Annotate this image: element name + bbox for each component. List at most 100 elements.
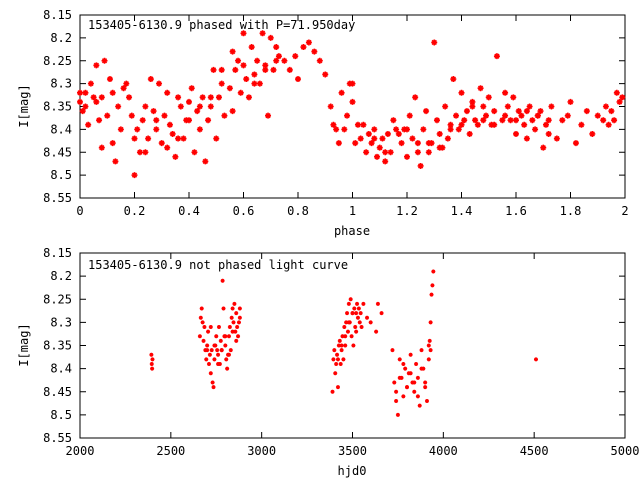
- unphased-data-point: [340, 334, 345, 339]
- unphased-y-tick-label: 8.3: [50, 315, 72, 329]
- unphased-data-point: [220, 278, 225, 283]
- phased-data-point: [406, 112, 413, 119]
- phased-data-point: [156, 80, 163, 87]
- phased-data-point: [513, 117, 519, 124]
- phased-data-point: [493, 53, 500, 60]
- phased-data-point: [251, 71, 258, 78]
- unphased-data-point: [350, 311, 355, 316]
- phased-data-point: [273, 57, 280, 64]
- unphased-data-point: [348, 297, 353, 302]
- unphased-data-point: [208, 325, 213, 329]
- phased-data-point: [87, 80, 94, 87]
- unphased-data-point: [412, 380, 417, 385]
- unphased-data-point: [351, 343, 356, 348]
- unphased-data-point: [337, 338, 342, 343]
- phased-data-point: [300, 44, 307, 51]
- unphased-data-point: [149, 352, 154, 357]
- unphased-data-point: [343, 334, 348, 339]
- unphased-data-point: [343, 343, 348, 348]
- phased-data-point: [106, 76, 113, 83]
- phased-data-point: [153, 126, 160, 133]
- phased-data-point: [205, 117, 212, 124]
- phased-data-point: [363, 149, 370, 156]
- unphased-data-point: [395, 412, 400, 417]
- phased-data-point: [109, 89, 116, 96]
- unphased-data-point: [231, 320, 236, 325]
- unphased-data-point: [397, 375, 402, 380]
- phased-x-tick-label: 0.8: [287, 204, 309, 218]
- phased-data-point: [139, 117, 146, 124]
- phased-data-point: [161, 112, 168, 119]
- unphased-data-point: [397, 357, 402, 362]
- unphased-data-point: [401, 362, 406, 366]
- phased-y-tick-label: 8.3: [50, 77, 72, 91]
- phased-data-point: [93, 98, 100, 105]
- unphased-data-point: [358, 311, 363, 316]
- phased-data-point: [180, 135, 187, 142]
- phased-data-point: [485, 94, 492, 101]
- phased-data-point: [431, 39, 438, 46]
- unphased-data-point: [223, 343, 228, 348]
- phased-data-point: [79, 108, 86, 115]
- unphased-data-point: [230, 306, 235, 311]
- unphased-data-point: [352, 306, 357, 311]
- phased-data-point: [134, 126, 141, 133]
- unphased-data-point: [417, 403, 422, 408]
- phased-data-point: [518, 112, 525, 119]
- phased-data-point: [286, 66, 293, 73]
- phased-data-point: [191, 149, 198, 156]
- unphased-x-tick-label: 5000: [611, 444, 640, 458]
- phased-data-point: [398, 140, 405, 147]
- unphased-data-point: [331, 357, 336, 362]
- phased-data-point: [82, 103, 89, 110]
- phased-data-point: [469, 98, 476, 105]
- phased-data-point: [221, 112, 228, 119]
- phased-data-point: [433, 117, 440, 124]
- phased-data-point: [455, 126, 462, 133]
- unphased-data-point: [216, 362, 221, 366]
- unphased-data-points: [149, 269, 538, 417]
- unphased-data-point: [344, 320, 349, 325]
- unphased-data-point: [426, 357, 431, 362]
- phased-data-point: [548, 103, 555, 110]
- phased-data-point: [393, 126, 400, 133]
- phased-data-point: [136, 149, 143, 156]
- unphased-x-tick-label: 4500: [520, 444, 549, 458]
- phased-data-point: [537, 108, 544, 115]
- phased-data-point: [186, 117, 192, 124]
- phased-data-point: [371, 135, 378, 142]
- phased-data-point: [414, 140, 421, 147]
- phased-data-point: [177, 103, 184, 110]
- phased-data-point: [218, 66, 225, 73]
- phased-data-point: [567, 98, 574, 105]
- phased-data-point: [142, 149, 149, 156]
- phased-data-point: [338, 89, 345, 96]
- phased-data-point: [175, 135, 182, 142]
- phased-data-point: [368, 140, 375, 147]
- unphased-y-axis-label: I[mag]: [17, 323, 31, 366]
- unphased-data-point: [205, 348, 210, 353]
- phased-data-point: [412, 94, 419, 101]
- phased-x-tick-label: 1: [349, 204, 356, 218]
- phased-data-point: [583, 108, 590, 115]
- phased-data-point: [237, 89, 244, 96]
- unphased-x-tick-label: 2000: [66, 444, 95, 458]
- phased-data-point: [564, 112, 571, 119]
- phased-data-point: [379, 135, 386, 142]
- phased-data-point: [341, 126, 348, 133]
- phased-data-point: [96, 117, 103, 124]
- unphased-data-point: [426, 343, 431, 348]
- unphased-data-point: [233, 329, 238, 334]
- phased-data-points: [77, 30, 626, 179]
- unphased-data-point: [336, 343, 341, 348]
- phased-data-point: [447, 121, 454, 128]
- phased-data-point: [259, 30, 266, 37]
- phased-data-point: [254, 57, 261, 64]
- unphased-data-point: [339, 348, 344, 353]
- phased-y-axis-label: I[mag]: [17, 84, 31, 127]
- unphased-data-point: [335, 352, 340, 357]
- phased-data-point: [436, 144, 443, 151]
- phased-data-point: [458, 121, 465, 128]
- unphased-data-point: [419, 348, 424, 353]
- phased-data-point: [235, 57, 242, 64]
